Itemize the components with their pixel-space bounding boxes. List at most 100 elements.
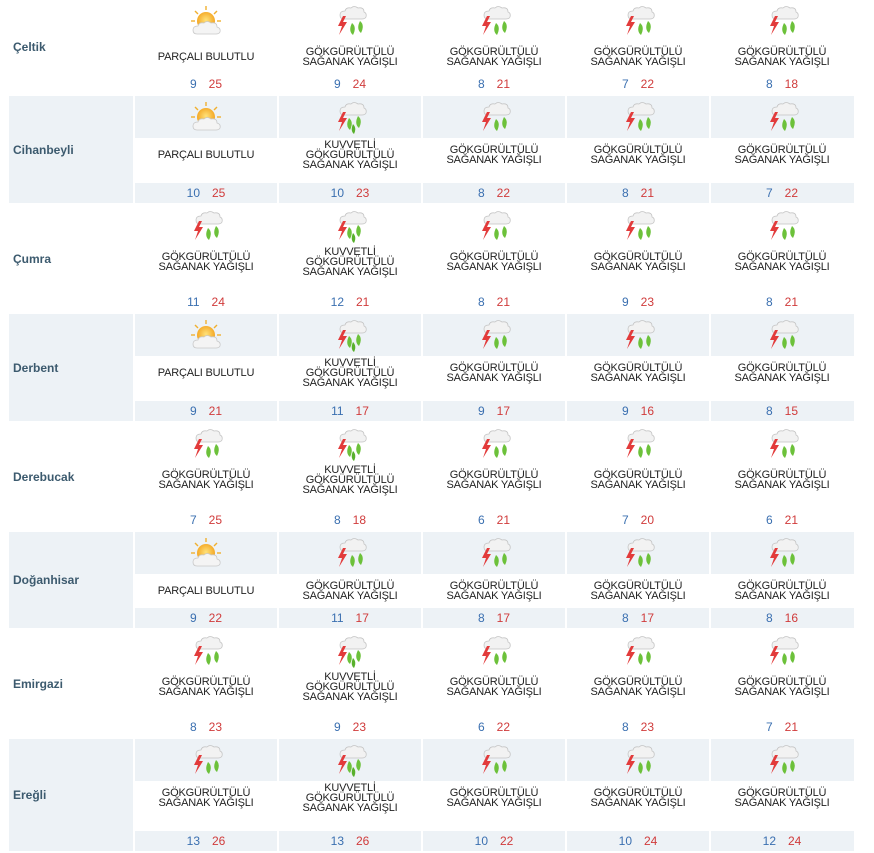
row-band-bottom xyxy=(9,401,854,421)
weather-description: GÖKGÜRÜLTÜLÜ SAĞANAK YAĞIŞLI xyxy=(279,581,421,602)
forecast-cell: GÖKGÜRÜLTÜLÜ SAĞANAK YAĞIŞLI 10 24 xyxy=(567,739,709,853)
weather-description: GÖKGÜRÜLTÜLÜ SAĞANAK YAĞIŞLI xyxy=(423,46,565,68)
city-name[interactable]: Ereğli xyxy=(13,788,47,802)
thunder-shower-icon xyxy=(620,536,656,570)
column-separator xyxy=(565,205,567,314)
thunder-shower-icon xyxy=(764,743,800,777)
description-line: SAĞANAK YAĞIŞLI xyxy=(590,56,686,68)
forecast-cell: KUVVETLİ GÖKGÜRÜLTÜLÜ SAĞANAK YAĞIŞLI 12 21 xyxy=(279,205,421,314)
partly-cloudy-icon xyxy=(188,318,224,352)
temperature-range: 7 22 xyxy=(711,186,853,200)
city-name[interactable]: Derbent xyxy=(13,361,59,375)
weather-description: GÖKGÜRÜLTÜLÜ SAĞANAK YAĞIŞLI xyxy=(711,470,853,491)
min-temp: 11 xyxy=(187,295,200,309)
temperature-range: 11 17 xyxy=(279,404,421,418)
max-temp: 22 xyxy=(500,834,514,848)
partly-cloudy-icon xyxy=(188,4,224,38)
temperature-range: 8 15 xyxy=(711,404,853,418)
city-name[interactable]: Derebucak xyxy=(13,470,75,484)
min-temp: 6 xyxy=(765,513,773,527)
temperature-range: 12 21 xyxy=(279,295,421,309)
min-temp: 8 xyxy=(621,611,629,625)
description-line: SAĞANAK YAĞIŞLI xyxy=(590,686,686,698)
temperature-range: 8 17 xyxy=(423,611,565,625)
description-line: GÖKGÜRÜLTÜLÜ xyxy=(737,362,827,374)
temperature-range: 11 17 xyxy=(279,611,421,625)
forecast-cell: KUVVETLİ GÖKGÜRÜLTÜLÜ SAĞANAK YAĞIŞLI 9 23 xyxy=(279,630,421,739)
column-separator xyxy=(709,314,711,423)
forecast-cell: KUVVETLİ GÖKGÜRÜLTÜLÜ SAĞANAK YAĞIŞLI 11 17 xyxy=(279,314,421,423)
forecast-cell: GÖKGÜRÜLTÜLÜ SAĞANAK YAĞIŞLI 8 17 xyxy=(423,532,565,630)
min-temp: 8 xyxy=(621,720,629,734)
city-band xyxy=(9,314,134,421)
city-name[interactable]: Çumra xyxy=(13,252,52,266)
description-line: SAĞANAK YAĞIŞLI xyxy=(590,590,686,602)
temperature-range: 8 17 xyxy=(567,611,709,625)
column-separator xyxy=(277,532,279,630)
forecast-cell: GÖKGÜRÜLTÜLÜ SAĞANAK YAĞIŞLI 7 20 xyxy=(567,423,709,532)
column-separator xyxy=(277,739,279,853)
temperature-range: 9 17 xyxy=(423,404,565,418)
temperature-range: 11 24 xyxy=(135,295,277,309)
thunder-shower-icon xyxy=(476,100,512,134)
description-line: KUVVETLİ xyxy=(324,139,376,151)
min-temp: 9 xyxy=(477,404,485,418)
description-line: SAĞANAK YAĞIŞLI xyxy=(446,56,542,68)
description-line: SAĞANAK YAĞIŞLI xyxy=(734,686,830,698)
temperature-range: 9 16 xyxy=(567,404,709,418)
column-separator xyxy=(421,205,423,314)
city-name[interactable]: Cihanbeyli xyxy=(13,143,74,157)
partly-cloudy-icon xyxy=(188,536,224,570)
column-separator xyxy=(133,0,135,96)
city-name[interactable]: Doğanhisar xyxy=(13,573,80,587)
description-line: SAĞANAK YAĞIŞLI xyxy=(734,154,830,166)
weather-description: GÖKGÜRÜLTÜLÜ SAĞANAK YAĞIŞLI xyxy=(567,145,709,166)
min-temp: 13 xyxy=(330,834,344,848)
description-line: SAĞANAK YAĞIŞLI xyxy=(158,261,254,273)
column-separator xyxy=(133,630,135,739)
column-separator xyxy=(421,532,423,630)
thunder-shower-icon xyxy=(764,318,800,352)
max-temp: 21 xyxy=(496,77,511,91)
description-line: SAĞANAK YAĞIŞLI xyxy=(158,797,254,809)
description-line: GÖKGÜRÜLTÜLÜ xyxy=(593,251,683,263)
forecast-row: Ereğli GÖKGÜRÜLTÜLÜ SAĞANAK YAĞIŞLI 13 26 K… xyxy=(0,739,874,853)
forecast-cell: GÖKGÜRÜLTÜLÜ SAĞANAK YAĞIŞLI 7 21 xyxy=(711,630,853,739)
max-temp: 24 xyxy=(211,295,225,309)
forecast-cell: GÖKGÜRÜLTÜLÜ SAĞANAK YAĞIŞLI 7 25 xyxy=(135,423,277,532)
description-line: PARÇALI BULUTLU xyxy=(157,585,255,597)
forecast-cell: GÖKGÜRÜLTÜLÜ SAĞANAK YAĞIŞLI 9 24 xyxy=(279,0,421,96)
min-temp: 6 xyxy=(477,513,485,527)
description-line: GÖKGÜRÜLTÜLÜ xyxy=(449,46,539,58)
description-line: GÖKGÜRÜLTÜLÜ xyxy=(449,469,539,481)
description-line: SAĞANAK YAĞIŞLI xyxy=(302,590,398,602)
thunder-shower-icon xyxy=(476,4,512,38)
min-temp: 10 xyxy=(330,186,344,200)
description-line: SAĞANAK YAĞIŞLI xyxy=(302,484,398,496)
description-line: GÖKGÜRÜLTÜLÜ xyxy=(305,474,395,486)
min-temp: 9 xyxy=(621,404,629,418)
forecast-cell: GÖKGÜRÜLTÜLÜ SAĞANAK YAĞIŞLI 8 15 xyxy=(711,314,853,423)
min-temp: 8 xyxy=(189,720,197,734)
forecast-cell: GÖKGÜRÜLTÜLÜ SAĞANAK YAĞIŞLI 8 21 xyxy=(423,0,565,96)
temperature-range: 10 22 xyxy=(423,834,565,848)
description-line: KUVVETLİ xyxy=(324,671,376,683)
thunder-shower-icon xyxy=(764,634,800,668)
weather-description: GÖKGÜRÜLTÜLÜ SAĞANAK YAĞIŞLI xyxy=(423,363,565,384)
row-band-bottom xyxy=(9,183,854,203)
weather-description: GÖKGÜRÜLTÜLÜ SAĞANAK YAĞIŞLI xyxy=(423,145,565,166)
temperature-range: 7 21 xyxy=(711,720,853,734)
min-temp: 6 xyxy=(477,720,485,734)
description-line: GÖKGÜRÜLTÜLÜ xyxy=(593,46,683,58)
heavy-thunder-shower-icon xyxy=(332,743,368,777)
city-name[interactable]: Emirgazi xyxy=(13,677,64,691)
weather-description: GÖKGÜRÜLTÜLÜ SAĞANAK YAĞIŞLI xyxy=(135,677,277,698)
weather-description: KUVVETLİ GÖKGÜRÜLTÜLÜ SAĞANAK YAĞIŞLI xyxy=(279,671,421,703)
forecast-cell: GÖKGÜRÜLTÜLÜ SAĞANAK YAĞIŞLI 8 16 xyxy=(711,532,853,630)
min-temp: 9 xyxy=(189,611,197,625)
forecast-cell: PARÇALI BULUTLU 9 22 xyxy=(135,532,277,630)
forecast-cell: GÖKGÜRÜLTÜLÜ SAĞANAK YAĞIŞLI 8 21 xyxy=(423,205,565,314)
description-line: GÖKGÜRÜLTÜLÜ xyxy=(449,676,539,688)
city-name[interactable]: Çeltik xyxy=(13,40,46,54)
max-temp: 25 xyxy=(212,186,226,200)
